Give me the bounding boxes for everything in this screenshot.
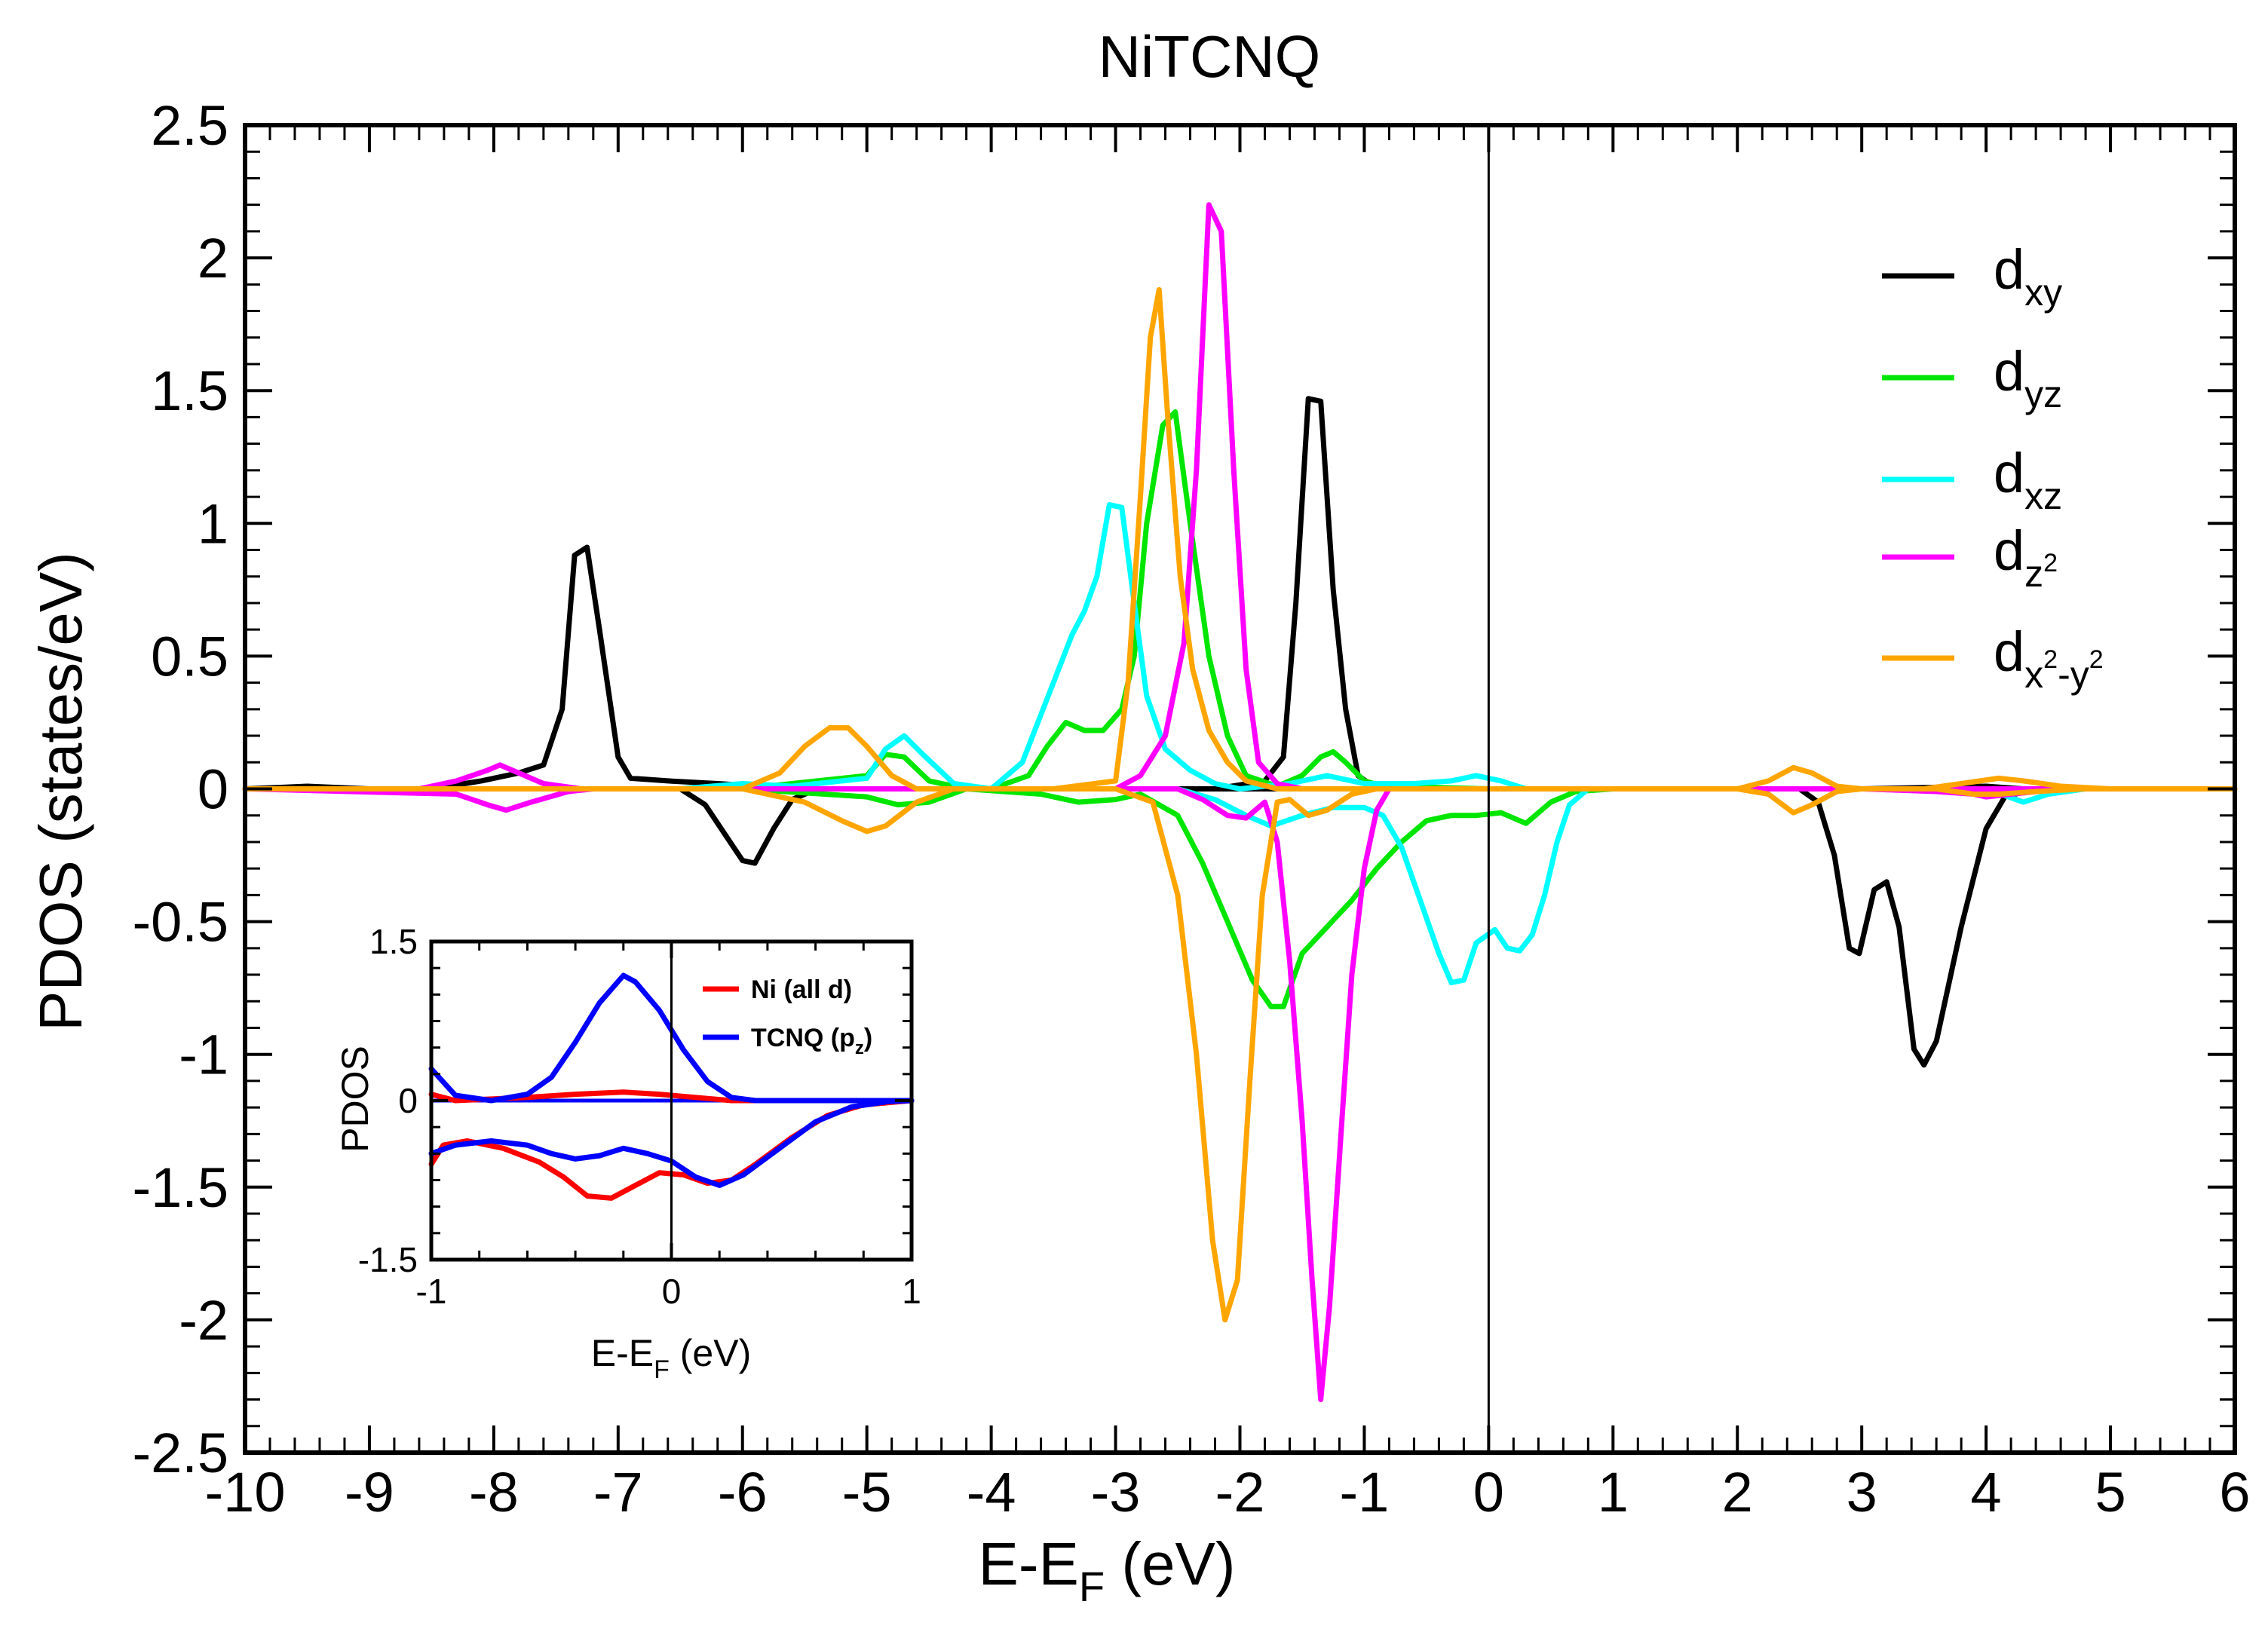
x-tick-label: -2 xyxy=(1215,1461,1265,1523)
y-axis-title: PDOS (states/eV) xyxy=(27,552,94,1031)
y-tick-label: -1.5 xyxy=(132,1156,228,1219)
inset-series-tcnq-pz-up xyxy=(428,972,915,1104)
legend-label-dxz: dxz xyxy=(1994,442,2062,517)
main-axis-ticks: -10 -9 -8 -7 -6 -5 -4 -3 -2 -1 0 1 2 3 4 5 62.521.510.50… xyxy=(132,94,2250,1523)
x-tick-label: 0 xyxy=(1473,1461,1504,1523)
legend-label-dz2: dz2 xyxy=(1994,519,2058,595)
x-tick-label: 5 xyxy=(2095,1461,2125,1523)
inset-y-tick-label: 0 xyxy=(398,1081,418,1120)
y-tick-label: 2.5 xyxy=(151,94,228,157)
x-tick-label: -3 xyxy=(1091,1461,1141,1523)
inset-x-tick-label: 1 xyxy=(902,1272,921,1311)
y-tick-label: 2 xyxy=(198,227,228,289)
inset-x-tick-label: 0 xyxy=(662,1272,682,1311)
x-tick-label: -6 xyxy=(718,1461,768,1523)
x-tick-label: 6 xyxy=(2219,1461,2250,1523)
inset-x-axis-title: E-EF (eV) xyxy=(591,1332,752,1384)
series-dxz-up xyxy=(242,502,2238,792)
inset-series-tcnq-pz-down xyxy=(428,1098,915,1188)
x-tick-label: -9 xyxy=(345,1461,394,1523)
legend-label-dx2-y2: dx2-y2 xyxy=(1994,620,2104,696)
x-axis-title-subscript: F xyxy=(1079,1563,1105,1610)
y-tick-label: 1.5 xyxy=(151,360,228,422)
series-dz2-up xyxy=(242,202,2238,792)
chart-title: NiTCNQ xyxy=(1099,23,1321,90)
inset-plot: -1 0 1 1.5 0 -1.5 E-EF (eV) PDOS Ni (all d) T… xyxy=(334,922,921,1384)
inset-legend-label-tcnq: TCNQ (pz) xyxy=(751,1024,872,1058)
inset-legend: Ni (all d) TCNQ (pz) xyxy=(703,975,872,1058)
main-plot-frame xyxy=(243,123,2237,1455)
x-tick-label: 2 xyxy=(1722,1461,1753,1523)
legend-label-dxy: dxy xyxy=(1994,238,2062,314)
x-tick-label: -8 xyxy=(469,1461,519,1523)
y-tick-label: 1 xyxy=(198,492,228,555)
y-tick-label: -0.5 xyxy=(132,891,228,954)
series-dx2-y2-down xyxy=(242,786,2238,1323)
x-tick-label: 4 xyxy=(1971,1461,2002,1523)
inset-legend-label-ni: Ni (all d) xyxy=(751,975,852,1004)
x-axis-title-tail: (eV) xyxy=(1105,1530,1235,1597)
y-tick-label: -2.5 xyxy=(132,1422,228,1484)
x-tick-label: -5 xyxy=(842,1461,892,1523)
y-tick-label: 0 xyxy=(198,758,228,821)
y-tick-label: 0.5 xyxy=(151,625,228,687)
x-tick-label: -10 xyxy=(205,1461,286,1523)
y-tick-label: -1 xyxy=(179,1024,228,1086)
x-tick-label: 3 xyxy=(1847,1461,1877,1523)
inset-y-tick-label: 1.5 xyxy=(369,922,418,961)
x-tick-label: -1 xyxy=(1340,1461,1390,1523)
x-axis-title: E-EF (eV) xyxy=(979,1530,1236,1610)
inset-plot-series xyxy=(428,972,915,1201)
main-plot-series xyxy=(242,202,2238,1403)
x-tick-label: -7 xyxy=(593,1461,643,1523)
x-axis-title-base: E-E xyxy=(979,1530,1079,1597)
inset-y-tick-label: -1.5 xyxy=(358,1240,418,1279)
x-tick-label: 1 xyxy=(1598,1461,1629,1523)
legend: dxy dyz dxz dz2 dx2-y2 xyxy=(1882,238,2104,696)
x-tick-label: -4 xyxy=(967,1461,1016,1523)
series-dyz-up xyxy=(242,409,2238,792)
legend-label-dyz: dyz xyxy=(1994,340,2062,415)
inset-plot-frame xyxy=(429,939,914,1262)
y-tick-label: -2 xyxy=(179,1289,228,1352)
inset-y-axis-title: PDOS xyxy=(334,1046,376,1153)
inset-x-tick-label: -1 xyxy=(416,1272,447,1311)
